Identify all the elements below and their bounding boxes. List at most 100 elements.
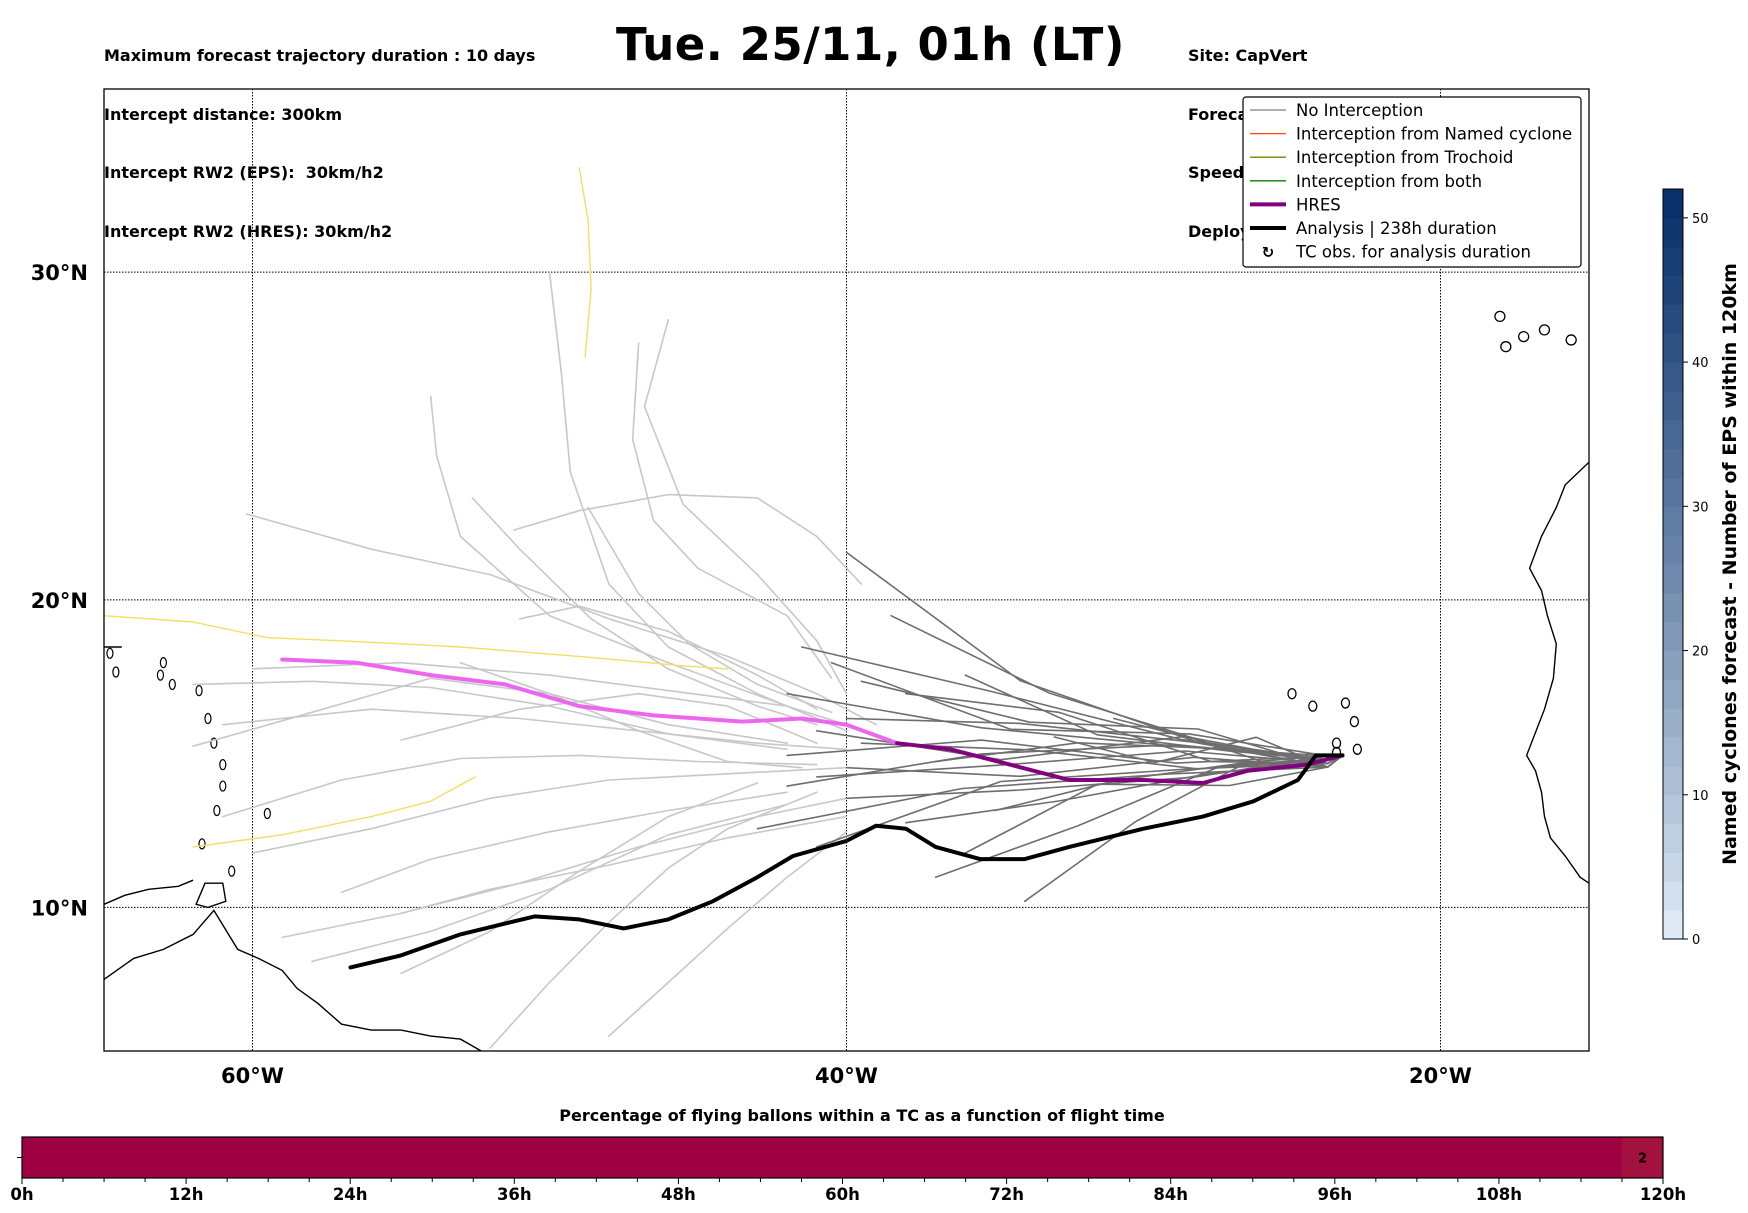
eps-trajectory bbox=[1053, 736, 1344, 768]
island-coast bbox=[168, 678, 176, 691]
eps-trajectory-old bbox=[251, 766, 848, 854]
island-coast bbox=[195, 685, 203, 697]
island-coast bbox=[263, 807, 271, 820]
legend-label: Interception from Trochoid bbox=[1296, 148, 1513, 167]
island-coast bbox=[210, 737, 218, 749]
legend-entry: Analysis | 238h duration bbox=[1250, 219, 1497, 238]
eps-trajectory-old bbox=[587, 506, 833, 714]
eps-trajectory-old bbox=[192, 680, 788, 751]
param-rw2-hres: Intercept RW2 (HRES): 30km/h2 bbox=[104, 221, 393, 241]
lat-tick-label: 10°N bbox=[31, 896, 88, 920]
eps-trajectory-old bbox=[471, 497, 818, 726]
legend-box bbox=[1242, 96, 1582, 268]
timebar-tick-label: 60h bbox=[825, 1185, 860, 1204]
eps-trajectory-old bbox=[245, 513, 877, 726]
eps-trajectory-old bbox=[400, 815, 848, 915]
colorbar-segment bbox=[1663, 592, 1683, 623]
canary-island bbox=[1500, 341, 1512, 353]
colorbar-frame bbox=[1662, 188, 1684, 940]
colorbar-segment bbox=[1663, 217, 1683, 248]
param-intercept-distance: Intercept distance: 300km bbox=[104, 104, 343, 124]
colorbar-segment bbox=[1663, 765, 1683, 796]
island-coast bbox=[112, 666, 120, 678]
island-coast bbox=[228, 865, 236, 877]
timebar-tick-label: 0h bbox=[10, 1185, 33, 1204]
timebar-tick-label: 72h bbox=[989, 1185, 1024, 1204]
legend-entry: Interception from Named cyclone bbox=[1250, 125, 1572, 144]
colorbar-segment bbox=[1663, 794, 1683, 825]
canary-island bbox=[1518, 330, 1530, 343]
coastlines bbox=[104, 310, 1589, 1051]
timebar-tick-label: 24h bbox=[333, 1185, 368, 1204]
eps-trajectory-old bbox=[489, 791, 818, 1049]
island-coast bbox=[106, 647, 114, 659]
eps-trajectory-old bbox=[608, 831, 848, 1037]
eps-trajectory bbox=[845, 551, 1344, 768]
colorbar-segment bbox=[1663, 679, 1683, 709]
colorbar-segment bbox=[1663, 650, 1683, 680]
legend-entry: Interception from both bbox=[1250, 172, 1482, 191]
cape-verde-island bbox=[1340, 697, 1351, 709]
legend-entry: No Interception bbox=[1250, 101, 1423, 120]
cape-verde-island bbox=[1287, 688, 1297, 700]
eps-trajectory-old bbox=[459, 661, 803, 769]
colorbar-segment bbox=[1663, 621, 1683, 652]
colorbar-segment bbox=[1663, 448, 1683, 479]
colorbar-segment bbox=[1663, 535, 1683, 565]
colorbar-tick-label: 40 bbox=[1692, 356, 1709, 371]
colorbar-segment bbox=[1663, 390, 1683, 421]
colorbar-segment bbox=[1663, 246, 1683, 277]
colorbar-segment bbox=[1663, 506, 1683, 536]
timebar-tick-label: 36h bbox=[497, 1185, 532, 1204]
eps-trajectory-old bbox=[519, 605, 818, 710]
eps-trajectory-old bbox=[548, 271, 818, 720]
colorbar-segment bbox=[1663, 189, 1683, 219]
colorbar-segment bbox=[1663, 881, 1683, 911]
axis-labels: 30°N 20°N 10°N 60°W 40°W 20°W bbox=[31, 261, 1472, 1088]
eps-trajectory-old bbox=[400, 692, 818, 744]
eps-trajectory-old bbox=[643, 319, 848, 695]
cape-verde-island bbox=[1352, 743, 1362, 755]
trinidad-coast bbox=[195, 882, 227, 909]
legend-label: TC obs. for analysis duration bbox=[1295, 243, 1531, 262]
colorbar-segment bbox=[1663, 737, 1683, 767]
eps-trajectory bbox=[1113, 717, 1344, 767]
page-title: Tue. 25/11, 01h (LT) bbox=[616, 18, 1125, 71]
legend-label: Interception from both bbox=[1296, 172, 1482, 191]
eps-trajectory bbox=[964, 674, 1344, 761]
canary-island bbox=[1565, 334, 1577, 346]
colorbar-segment bbox=[1663, 708, 1683, 738]
tc-obs-marker-icon: ↻ bbox=[1262, 244, 1275, 262]
legend-label: Analysis | 238h duration bbox=[1296, 219, 1497, 238]
trochoid-trajectory-old bbox=[104, 615, 729, 670]
canary-island bbox=[1538, 324, 1551, 336]
colorbar-segment bbox=[1663, 910, 1683, 940]
eps-trajectory-old bbox=[513, 493, 863, 585]
cape-verde-island bbox=[1331, 737, 1342, 749]
trajectories bbox=[104, 167, 1345, 1049]
island-coast bbox=[159, 657, 167, 669]
timebar-title: Percentage of flying ballons within a TC… bbox=[559, 1106, 1165, 1125]
south-america-coast bbox=[104, 909, 482, 1051]
colorbar-segment bbox=[1663, 477, 1683, 507]
island-coast bbox=[219, 759, 227, 771]
trochoid-trajectory-old bbox=[578, 167, 592, 358]
lat-tick-label: 30°N bbox=[31, 261, 88, 285]
eps-trajectory-old bbox=[340, 791, 788, 894]
legend-entry: Interception from Trochoid bbox=[1250, 148, 1513, 167]
lon-tick-label: 60°W bbox=[221, 1064, 284, 1088]
eps-trajectory-old bbox=[281, 797, 848, 939]
eps-trajectory-old bbox=[311, 803, 788, 963]
hres-trajectory-old bbox=[280, 657, 899, 746]
colorbar-segment bbox=[1663, 823, 1683, 854]
legend-entry: HRES bbox=[1250, 195, 1341, 214]
colorbar-tick-label: 0 bbox=[1692, 933, 1700, 948]
trochoid-trajectory-old bbox=[192, 776, 476, 848]
eps-trajectory-old bbox=[222, 754, 818, 818]
colorbar-segment bbox=[1663, 275, 1683, 305]
plot-frame bbox=[103, 88, 1590, 1052]
timebar-tick-label: 108h bbox=[1476, 1185, 1522, 1204]
colorbar-segment bbox=[1663, 419, 1683, 450]
lon-tick-label: 20°W bbox=[1409, 1064, 1472, 1088]
param-rw2-eps: Intercept RW2 (EPS): 30km/h2 bbox=[104, 163, 384, 182]
